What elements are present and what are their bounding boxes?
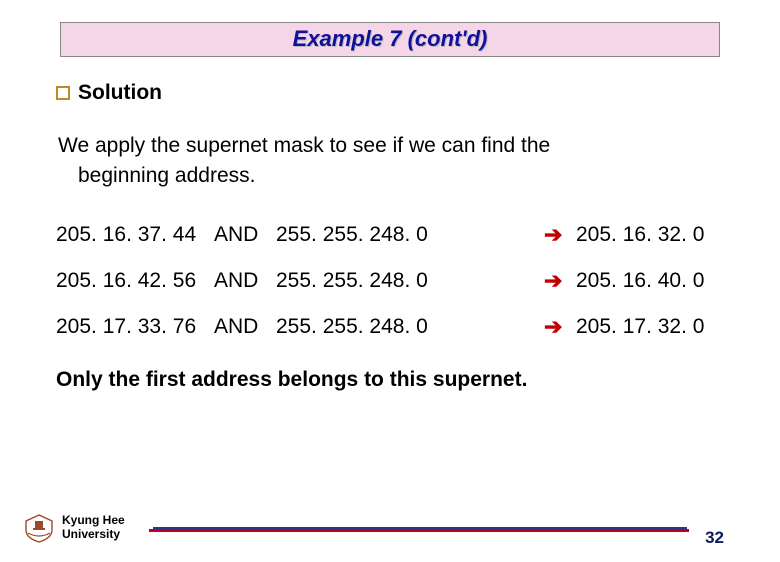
calc-row: 205. 16. 37. 44 AND 255. 255. 248. 0 ➔ 2… bbox=[56, 222, 724, 248]
calc-mask: 255. 255. 248. 0 bbox=[276, 269, 544, 293]
calc-op: AND bbox=[214, 315, 276, 339]
calc-mask: 255. 255. 248. 0 bbox=[276, 223, 544, 247]
calc-lhs: 205. 16. 37. 44 bbox=[56, 223, 214, 247]
conclusion-text: Only the first address belongs to this s… bbox=[56, 368, 724, 392]
page-number: 32 bbox=[705, 528, 724, 548]
arrow-right-icon: ➔ bbox=[544, 222, 576, 248]
footer-divider-icon bbox=[153, 527, 687, 530]
university-line-1: Kyung Hee bbox=[62, 514, 125, 528]
slide-title: Example 7 (cont'd) bbox=[293, 26, 488, 51]
calc-result: 205. 16. 40. 0 bbox=[576, 269, 724, 293]
university-crest-icon bbox=[22, 513, 56, 543]
calc-row: 205. 17. 33. 76 AND 255. 255. 248. 0 ➔ 2… bbox=[56, 314, 724, 340]
slide-footer: Kyung Hee University 32 bbox=[0, 508, 780, 548]
slide-title-bar: Example 7 (cont'd) bbox=[60, 22, 720, 57]
solution-heading-row: Solution bbox=[56, 81, 724, 105]
calc-row: 205. 16. 42. 56 AND 255. 255. 248. 0 ➔ 2… bbox=[56, 268, 724, 294]
intro-line-2: beginning address. bbox=[58, 161, 724, 191]
calc-mask: 255. 255. 248. 0 bbox=[276, 315, 544, 339]
solution-label: Solution bbox=[78, 81, 162, 105]
calc-lhs: 205. 17. 33. 76 bbox=[56, 315, 214, 339]
intro-line-1: We apply the supernet mask to see if we … bbox=[58, 131, 724, 161]
calc-result: 205. 17. 32. 0 bbox=[576, 315, 724, 339]
arrow-right-icon: ➔ bbox=[544, 268, 576, 294]
calc-op: AND bbox=[214, 269, 276, 293]
intro-text: We apply the supernet mask to see if we … bbox=[56, 131, 724, 192]
calc-lhs: 205. 16. 42. 56 bbox=[56, 269, 214, 293]
slide-content: Solution We apply the supernet mask to s… bbox=[0, 57, 780, 392]
bullet-square-icon bbox=[56, 86, 70, 100]
university-name: Kyung Hee University bbox=[62, 514, 125, 542]
calc-op: AND bbox=[214, 223, 276, 247]
arrow-right-icon: ➔ bbox=[544, 314, 576, 340]
calc-result: 205. 16. 32. 0 bbox=[576, 223, 724, 247]
calculation-rows: 205. 16. 37. 44 AND 255. 255. 248. 0 ➔ 2… bbox=[56, 222, 724, 340]
